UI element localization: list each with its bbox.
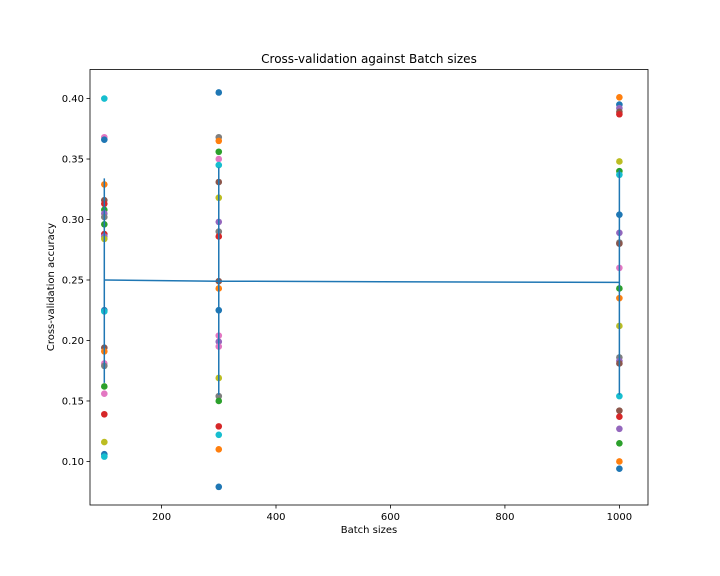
y-tick-label: 0.15 bbox=[62, 396, 84, 407]
data-point bbox=[101, 95, 108, 102]
x-tick-label: 400 bbox=[266, 512, 285, 523]
x-axis-label: Batch sizes bbox=[341, 525, 398, 536]
data-point bbox=[215, 423, 223, 430]
y-axis-ticks: 0.10 0.15 0.20 0.25 0.30 0.35 0.40 bbox=[62, 94, 90, 468]
data-point bbox=[616, 94, 623, 101]
x-tick-label: 800 bbox=[495, 512, 514, 523]
y-axis-label: Cross-validation accuracy bbox=[46, 223, 57, 351]
y-tick-label: 0.25 bbox=[62, 275, 84, 286]
data-point bbox=[215, 148, 223, 156]
data-point bbox=[215, 392, 223, 400]
data-point bbox=[616, 425, 623, 433]
data-point bbox=[215, 89, 223, 96]
data-point bbox=[616, 440, 623, 447]
data-point bbox=[101, 390, 108, 398]
data-point bbox=[101, 410, 108, 418]
data-point bbox=[215, 137, 223, 145]
data-point bbox=[215, 446, 223, 453]
data-point bbox=[616, 392, 623, 400]
data-point bbox=[215, 483, 223, 491]
x-tick-label: 1000 bbox=[607, 512, 632, 523]
data-point bbox=[616, 465, 623, 473]
x-tick-label: 200 bbox=[152, 512, 171, 523]
data-point bbox=[101, 136, 108, 143]
data-point bbox=[215, 155, 223, 163]
data-point bbox=[616, 158, 623, 165]
mean-line bbox=[104, 279, 620, 284]
data-point bbox=[215, 397, 223, 405]
data-point bbox=[616, 407, 623, 414]
x-axis-ticks: 200 400 600 800 1000 bbox=[152, 505, 632, 523]
y-tick-label: 0.35 bbox=[62, 155, 84, 166]
y-tick-label: 0.20 bbox=[62, 336, 84, 347]
x-tick-label: 600 bbox=[381, 512, 400, 523]
data-point bbox=[101, 383, 108, 390]
data-point bbox=[616, 413, 623, 420]
y-tick-label: 0.30 bbox=[62, 215, 84, 226]
data-point bbox=[616, 458, 623, 465]
plot-area bbox=[101, 89, 623, 491]
y-tick-label: 0.40 bbox=[62, 94, 84, 105]
chart-title: Cross-validation against Batch sizes bbox=[261, 52, 477, 66]
y-tick-label: 0.10 bbox=[62, 457, 84, 468]
data-point bbox=[101, 438, 108, 446]
data-point bbox=[215, 161, 223, 169]
data-point bbox=[101, 453, 108, 460]
axes-frame bbox=[89, 69, 649, 506]
data-point bbox=[616, 110, 623, 118]
data-point bbox=[215, 431, 223, 439]
